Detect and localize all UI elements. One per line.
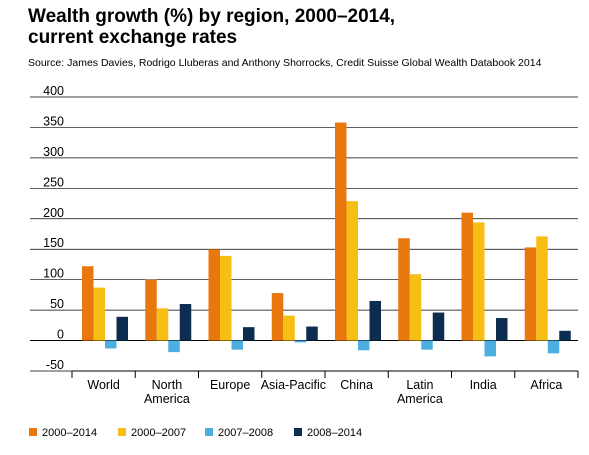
bar xyxy=(283,315,295,341)
bar xyxy=(496,318,508,341)
bar xyxy=(484,340,496,357)
x-category-label-line: India xyxy=(470,378,497,392)
bar xyxy=(156,308,169,341)
y-tick-label: 250 xyxy=(43,175,64,189)
y-tick-label: 0 xyxy=(57,328,64,342)
bar xyxy=(208,249,220,341)
x-category-label: China xyxy=(340,378,373,392)
bar xyxy=(335,122,347,341)
x-category-label-line: North xyxy=(152,378,183,392)
legend-label: 2007–2008 xyxy=(218,427,273,439)
bar xyxy=(432,312,445,341)
bar xyxy=(116,316,128,341)
x-category-label-line: America xyxy=(144,392,190,406)
bar xyxy=(243,327,255,341)
grid-lines: -50 0 50 100 150 200 250 300 350 400 xyxy=(30,84,578,372)
bar xyxy=(369,300,381,341)
bar xyxy=(547,340,560,354)
legend-swatch xyxy=(205,428,213,436)
legend-label: 2000–2007 xyxy=(131,427,186,439)
bar xyxy=(231,340,243,350)
legend-label: 2000–2014 xyxy=(42,427,97,439)
legend-label: 2008–2014 xyxy=(307,427,362,439)
x-category-label-line: Europe xyxy=(210,378,250,392)
chart-title: Wealth growth (%) by region, 2000–2014, … xyxy=(28,6,395,48)
legend-swatch xyxy=(118,428,126,436)
x-category-label-line: America xyxy=(397,392,443,406)
y-tick-label: 200 xyxy=(43,206,64,220)
x-category-label-line: Asia-Pacific xyxy=(261,378,326,392)
chart-title-line-1: Wealth growth (%) by region, 2000–2014, xyxy=(28,6,396,27)
x-category-label-line: Africa xyxy=(530,378,562,392)
bar xyxy=(559,330,571,341)
bar xyxy=(461,212,473,341)
x-category-label-line: Latin xyxy=(406,378,433,392)
chart-subtitle: Source: James Davies, Rodrigo Lluberas a… xyxy=(28,57,542,69)
legend-swatch xyxy=(29,428,37,436)
y-tick-label: 150 xyxy=(43,236,64,250)
bar xyxy=(358,340,370,351)
bar xyxy=(93,287,105,341)
y-tick-label: 400 xyxy=(43,84,64,98)
bar xyxy=(473,222,485,341)
bars xyxy=(82,122,571,357)
bar xyxy=(294,340,307,343)
x-category-label: Africa xyxy=(530,378,562,392)
bar xyxy=(220,255,232,341)
y-tick-label: 100 xyxy=(43,267,64,281)
bar xyxy=(421,340,433,350)
y-tick-label: 300 xyxy=(43,145,64,159)
x-category-label: World xyxy=(87,378,119,392)
x-category-label: Latin America xyxy=(397,378,443,406)
bar xyxy=(145,279,157,341)
bar xyxy=(536,236,548,341)
y-tick-label: 50 xyxy=(50,297,64,311)
x-category-label: Europe xyxy=(210,378,250,392)
x-category-label-line: China xyxy=(340,378,373,392)
bar xyxy=(168,340,180,353)
x-category-label: India xyxy=(470,378,497,392)
x-category-label: North America xyxy=(144,378,190,406)
legend-swatch xyxy=(294,428,302,436)
x-category-label-line: World xyxy=(87,378,119,392)
bar xyxy=(524,247,537,341)
y-tick-label: -50 xyxy=(46,358,64,372)
bar xyxy=(398,238,410,341)
legend: 2000–2014 2000–2007 2007–2008 2008–2014 xyxy=(29,427,362,439)
bar xyxy=(82,266,94,341)
x-category-label: Asia-Pacific xyxy=(261,378,326,392)
bar xyxy=(179,304,192,341)
chart-title-line-2: current exchange rates xyxy=(28,27,238,48)
bar xyxy=(105,340,117,349)
y-tick-label: 350 xyxy=(43,114,64,128)
bar xyxy=(271,293,284,341)
bar xyxy=(409,274,422,341)
bar xyxy=(346,201,358,341)
bar xyxy=(306,326,318,341)
